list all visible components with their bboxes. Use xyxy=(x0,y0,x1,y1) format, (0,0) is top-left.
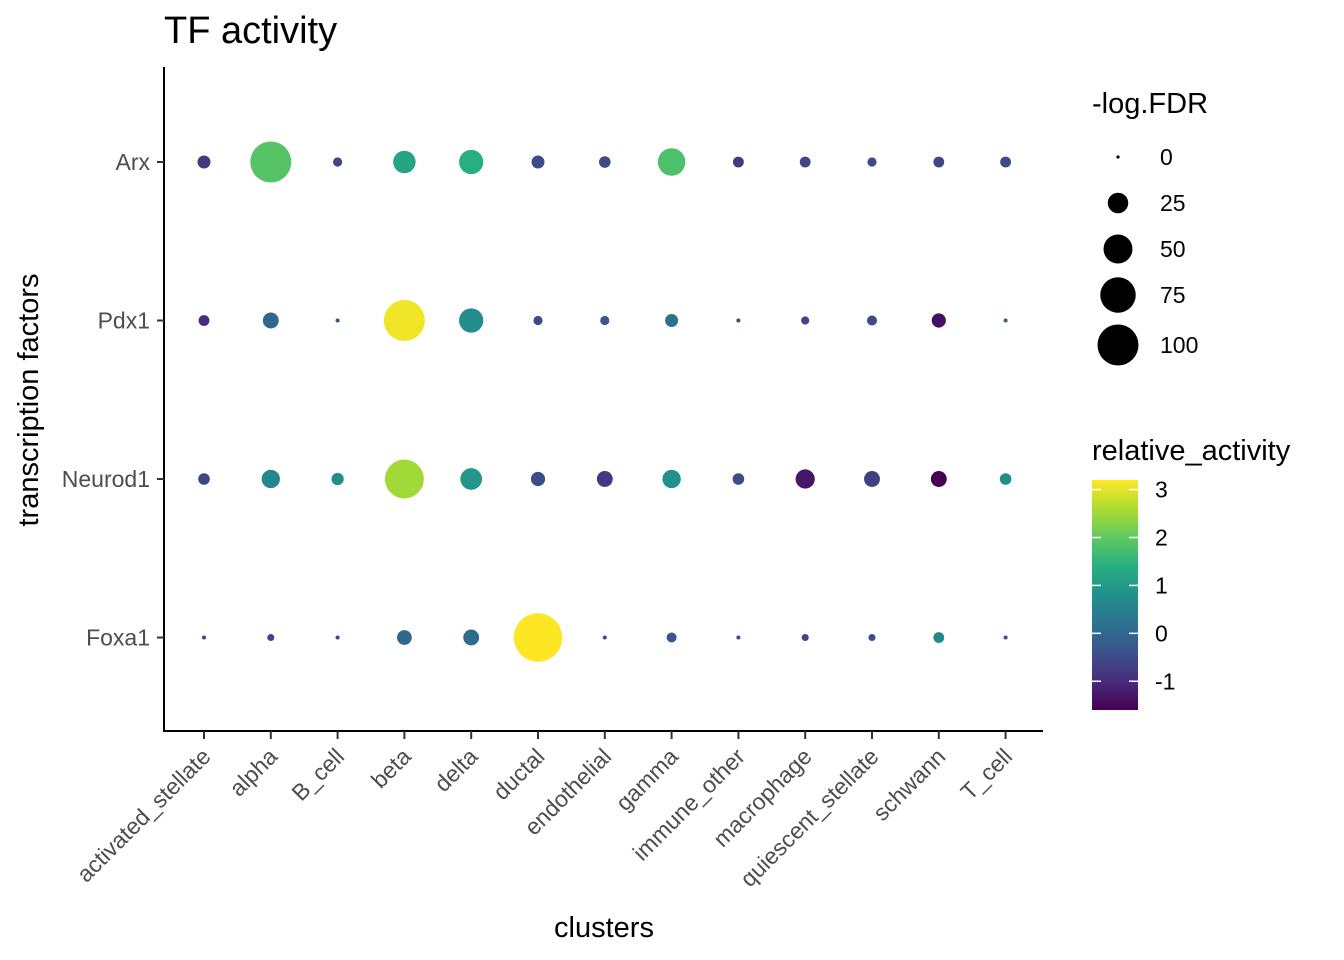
dot-Foxa1-alpha xyxy=(267,633,275,642)
dot-Pdx1-gamma xyxy=(665,314,679,327)
y-tick-label: Arx xyxy=(116,149,151,175)
x-ticks: activated_stellate alpha B_cell beta delta du… xyxy=(71,731,1017,892)
dot-Pdx1-alpha xyxy=(262,312,279,329)
dot-Neurod1-alpha xyxy=(261,469,280,489)
size-legend-dot xyxy=(1116,155,1120,159)
dots xyxy=(197,141,1012,662)
dot-Foxa1-gamma xyxy=(666,632,677,643)
dot-Foxa1-T_cell xyxy=(1003,635,1008,640)
dot-Arx-delta xyxy=(459,149,484,175)
size-legend-title: -log.FDR xyxy=(1092,88,1208,120)
dot-Arx-beta xyxy=(393,150,416,174)
y-axis-label: transcription factors xyxy=(13,273,45,526)
dot-Pdx1-delta xyxy=(459,308,484,333)
y-tick-label: Pdx1 xyxy=(98,308,150,334)
dot-Neurod1-quiescent_stellate xyxy=(864,471,880,487)
y-ticks: Arx Pdx1 Neurod1 Foxa1 xyxy=(62,149,164,651)
size-legend-label: 100 xyxy=(1160,332,1198,358)
dot-Neurod1-endothelial xyxy=(596,471,613,487)
color-legend-label: 3 xyxy=(1155,477,1168,503)
dot-Foxa1-delta xyxy=(463,629,480,646)
dot-Arx-immune_other xyxy=(732,156,744,168)
x-tick-label: T_cell xyxy=(955,743,1017,805)
color-legend-label: 0 xyxy=(1155,620,1168,646)
dot-Neurod1-T_cell xyxy=(999,473,1012,485)
dot-Arx-endothelial xyxy=(599,156,611,168)
color-legend-label: 1 xyxy=(1155,572,1168,598)
dot-Foxa1-quiescent_stellate xyxy=(868,633,876,642)
size-legend-label: 50 xyxy=(1160,236,1186,262)
dot-Pdx1-macrophage xyxy=(801,316,810,325)
dot-Arx-gamma xyxy=(657,148,686,176)
dot-Neurod1-schwann xyxy=(930,471,947,487)
size-legend-dot xyxy=(1107,192,1129,214)
dot-Pdx1-immune_other xyxy=(736,318,741,323)
dot-Foxa1-activated_stellate xyxy=(201,635,207,640)
dot-Foxa1-immune_other xyxy=(736,635,741,640)
chart-title: TF activity xyxy=(164,10,337,52)
size-legend-dot xyxy=(1100,277,1136,313)
x-tick-label: schwann xyxy=(868,743,951,826)
dot-Neurod1-ductal xyxy=(530,471,546,487)
dot-Foxa1-endothelial xyxy=(602,635,607,640)
color-legend-label: -1 xyxy=(1155,668,1175,694)
dot-Pdx1-activated_stellate xyxy=(198,315,210,326)
dot-Neurod1-delta xyxy=(460,468,483,490)
x-tick-label: ductal xyxy=(488,743,550,805)
dot-Arx-alpha xyxy=(250,141,292,183)
dot-Foxa1-B_cell xyxy=(335,635,340,640)
dot-Pdx1-endothelial xyxy=(600,315,610,326)
dot-Neurod1-beta xyxy=(384,459,424,499)
dot-Arx-ductal xyxy=(531,155,545,169)
x-tick-label: alpha xyxy=(224,743,282,801)
x-tick-label: B_cell xyxy=(286,743,349,806)
color-legend-title: relative_activity xyxy=(1092,435,1291,467)
dot-Pdx1-ductal xyxy=(533,315,543,326)
color-legend-label: 2 xyxy=(1155,525,1168,551)
size-legend-dot xyxy=(1097,324,1139,366)
dot-Arx-schwann xyxy=(933,156,945,168)
dot-Pdx1-T_cell xyxy=(1003,318,1008,323)
dot-Neurod1-macrophage xyxy=(795,469,815,489)
dot-Arx-B_cell xyxy=(333,157,343,167)
size-legend-label: 75 xyxy=(1160,282,1186,308)
colorbar xyxy=(1092,480,1138,710)
dot-Neurod1-activated_stellate xyxy=(198,473,210,485)
size-legend-label: 0 xyxy=(1160,144,1173,170)
dot-Foxa1-ductal xyxy=(513,613,563,662)
dot-Arx-activated_stellate xyxy=(197,155,211,169)
color-legend: relative_activity 3 2 1 0 -1 xyxy=(1092,435,1291,710)
dot-Foxa1-schwann xyxy=(933,632,945,643)
size-legend-items: 0 25 50 75 100 xyxy=(1097,144,1198,366)
x-tick-label: beta xyxy=(366,743,416,793)
dot-Arx-quiescent_stellate xyxy=(867,157,877,167)
dot-Neurod1-B_cell xyxy=(331,472,344,486)
x-tick-label: activated_stellate xyxy=(71,743,215,887)
size-legend: -log.FDR 0 25 50 75 100 xyxy=(1092,88,1208,366)
dot-Foxa1-beta xyxy=(397,630,412,645)
dot-Pdx1-beta xyxy=(383,300,425,341)
dot-Pdx1-quiescent_stellate xyxy=(866,315,878,326)
plot-area: Arx Pdx1 Neurod1 Foxa1 activated_stellate al… xyxy=(62,67,1043,892)
dot-Pdx1-B_cell xyxy=(335,318,340,323)
dot-Neurod1-gamma xyxy=(662,469,681,489)
dot-Foxa1-macrophage xyxy=(801,633,809,642)
y-tick-label: Neurod1 xyxy=(62,466,150,492)
dot-Neurod1-immune_other xyxy=(732,473,745,485)
y-tick-label: Foxa1 xyxy=(86,625,150,651)
color-legend-ticks: 3 2 1 0 -1 xyxy=(1092,477,1175,694)
size-legend-label: 25 xyxy=(1160,190,1186,216)
dot-Pdx1-schwann xyxy=(931,313,946,328)
dot-Arx-macrophage xyxy=(799,156,811,168)
size-legend-dot xyxy=(1103,234,1133,264)
x-axis-label: clusters xyxy=(554,912,654,944)
dot-Arx-T_cell xyxy=(1000,156,1012,168)
x-tick-label: delta xyxy=(429,743,483,797)
